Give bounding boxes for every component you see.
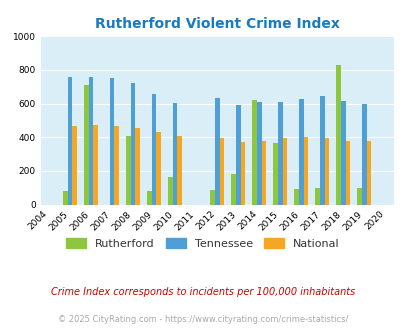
Bar [72, 126, 77, 205]
Bar [240, 142, 245, 205]
Bar [168, 177, 173, 205]
Bar [303, 137, 307, 205]
Text: Crime Index corresponds to incidents per 100,000 inhabitants: Crime Index corresponds to incidents per… [51, 287, 354, 297]
Bar [93, 125, 98, 205]
Bar [177, 136, 182, 205]
Bar [356, 188, 361, 205]
Bar [156, 132, 161, 205]
Bar [151, 93, 156, 205]
Bar [324, 138, 328, 205]
Bar [252, 100, 256, 205]
Bar [345, 141, 350, 205]
Bar [298, 99, 303, 205]
Bar [219, 138, 224, 205]
Bar [114, 126, 119, 205]
Bar [282, 138, 286, 205]
Legend: Rutherford, Tennessee, National: Rutherford, Tennessee, National [62, 234, 343, 253]
Bar [63, 191, 68, 205]
Bar [336, 65, 340, 205]
Title: Rutherford Violent Crime Index: Rutherford Violent Crime Index [94, 17, 339, 31]
Bar [319, 96, 324, 205]
Bar [126, 136, 130, 205]
Bar [147, 191, 151, 205]
Bar [89, 77, 93, 205]
Bar [210, 190, 214, 205]
Bar [361, 104, 366, 205]
Bar [135, 128, 140, 205]
Bar [130, 83, 135, 205]
Text: © 2025 CityRating.com - https://www.cityrating.com/crime-statistics/: © 2025 CityRating.com - https://www.city… [58, 315, 347, 324]
Bar [277, 102, 282, 205]
Bar [84, 85, 89, 205]
Bar [294, 189, 298, 205]
Bar [366, 141, 371, 205]
Bar [261, 142, 266, 205]
Bar [231, 174, 235, 205]
Bar [68, 77, 72, 205]
Bar [235, 105, 240, 205]
Bar [109, 78, 114, 205]
Bar [256, 102, 261, 205]
Bar [173, 103, 177, 205]
Bar [340, 101, 345, 205]
Bar [315, 188, 319, 205]
Bar [214, 98, 219, 205]
Bar [273, 143, 277, 205]
